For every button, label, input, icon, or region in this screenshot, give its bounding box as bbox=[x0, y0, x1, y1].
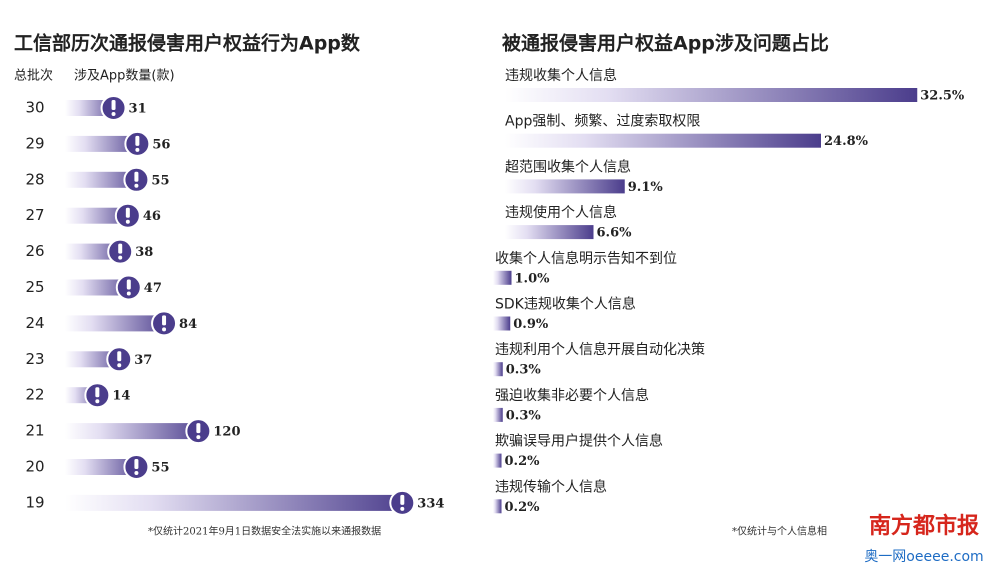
category-label: SDK违规收集个人信息 bbox=[495, 296, 636, 313]
value-label: 24.8% bbox=[824, 134, 869, 149]
marker-icon bbox=[134, 183, 139, 188]
bar bbox=[493, 316, 511, 331]
value-label: 0.3% bbox=[506, 408, 542, 423]
bar bbox=[493, 453, 502, 468]
marker-icon bbox=[135, 147, 140, 152]
value-label: 47 bbox=[144, 281, 162, 296]
bar bbox=[493, 362, 503, 377]
marker-icon bbox=[118, 243, 123, 254]
marker-icon bbox=[95, 387, 100, 398]
marker-icon bbox=[162, 327, 167, 332]
category-label: 27 bbox=[25, 206, 44, 224]
category-label: 违规使用个人信息 bbox=[505, 204, 617, 221]
marker-icon bbox=[117, 363, 122, 368]
marker-icon bbox=[117, 351, 122, 362]
category-label: 22 bbox=[25, 386, 44, 404]
logo: 南方都市报 bbox=[869, 513, 979, 539]
value-label: 31 bbox=[129, 102, 147, 117]
bar bbox=[505, 88, 918, 102]
bar bbox=[65, 494, 411, 511]
value-label: 55 bbox=[151, 461, 169, 476]
value-label: 334 bbox=[417, 496, 444, 511]
bar bbox=[65, 315, 173, 332]
category-label: 24 bbox=[25, 314, 44, 332]
marker-icon bbox=[196, 423, 201, 434]
bar bbox=[65, 423, 207, 440]
value-label: 120 bbox=[213, 425, 240, 440]
category-header: 总批次 bbox=[14, 68, 53, 84]
marker-icon bbox=[111, 112, 116, 116]
bar bbox=[493, 499, 502, 514]
category-label: 违规传输个人信息 bbox=[495, 478, 607, 495]
category-label: 超范围收集个人信息 bbox=[505, 158, 631, 175]
marker-icon bbox=[135, 135, 140, 146]
marker-icon bbox=[126, 279, 131, 290]
footnote: *仅统计2021年9月1日数据安全法实施以来通报数据 bbox=[148, 525, 381, 538]
bar bbox=[505, 179, 625, 194]
logo-site: 奥一网oeeee.com bbox=[864, 548, 983, 565]
bar bbox=[493, 270, 512, 285]
value-label: 0.3% bbox=[506, 363, 542, 378]
marker-icon bbox=[134, 459, 139, 469]
marker-icon bbox=[95, 399, 100, 404]
value-label: 84 bbox=[179, 317, 197, 332]
value-label: 55 bbox=[151, 173, 169, 188]
bar bbox=[493, 407, 503, 422]
category-label: 收集个人信息明示告知不到位 bbox=[495, 250, 677, 267]
marker-icon bbox=[125, 207, 130, 218]
marker-icon bbox=[125, 219, 130, 224]
chart-title: 被通报侵害用户权益App涉及问题占比 bbox=[502, 32, 829, 55]
marker-icon bbox=[196, 435, 201, 440]
category-label: 欺骗误导用户提供个人信息 bbox=[495, 433, 663, 450]
bar bbox=[505, 133, 821, 148]
category-label: 19 bbox=[25, 493, 44, 511]
value-label: 0.2% bbox=[505, 500, 541, 515]
category-label: 28 bbox=[25, 170, 44, 188]
marker-icon bbox=[126, 291, 131, 296]
value-label: 6.6% bbox=[597, 226, 633, 241]
marker-icon bbox=[111, 100, 116, 110]
logo-box bbox=[848, 512, 1000, 572]
marker-icon bbox=[134, 171, 139, 182]
marker-icon bbox=[162, 315, 167, 326]
value-header: 涉及App数量(款) bbox=[74, 69, 175, 84]
category-label: 23 bbox=[25, 350, 44, 368]
category-label: 29 bbox=[25, 134, 44, 152]
bar bbox=[505, 225, 594, 240]
value-label: 37 bbox=[134, 353, 152, 368]
marker-icon bbox=[400, 506, 405, 511]
category-label: 25 bbox=[25, 278, 44, 296]
value-label: 56 bbox=[152, 137, 170, 152]
category-label: 20 bbox=[25, 458, 44, 476]
category-label: 强迫收集非必要个人信息 bbox=[495, 387, 649, 404]
value-label: 14 bbox=[112, 389, 130, 404]
value-label: 1.0% bbox=[515, 271, 551, 286]
category-label: 26 bbox=[25, 242, 44, 260]
marker-icon bbox=[400, 494, 405, 505]
value-label: 0.2% bbox=[505, 454, 541, 469]
category-label: App强制、频繁、过度索取权限 bbox=[505, 113, 700, 130]
value-label: 46 bbox=[143, 209, 161, 224]
chart-title: 工信部历次通报侵害用户权益行为App数 bbox=[14, 32, 361, 55]
footnote: *仅统计与个人信息相 bbox=[732, 525, 827, 538]
value-label: 0.9% bbox=[513, 317, 549, 332]
value-label: 32.5% bbox=[920, 89, 965, 104]
marker-icon bbox=[118, 255, 123, 260]
category-label: 30 bbox=[25, 99, 44, 117]
value-label: 9.1% bbox=[628, 180, 664, 195]
marker-icon bbox=[134, 471, 139, 475]
category-label: 21 bbox=[25, 422, 44, 440]
category-label: 违规利用个人信息开展自动化决策 bbox=[495, 341, 705, 358]
value-label: 38 bbox=[135, 245, 153, 260]
category-label: 违规收集个人信息 bbox=[505, 67, 617, 84]
